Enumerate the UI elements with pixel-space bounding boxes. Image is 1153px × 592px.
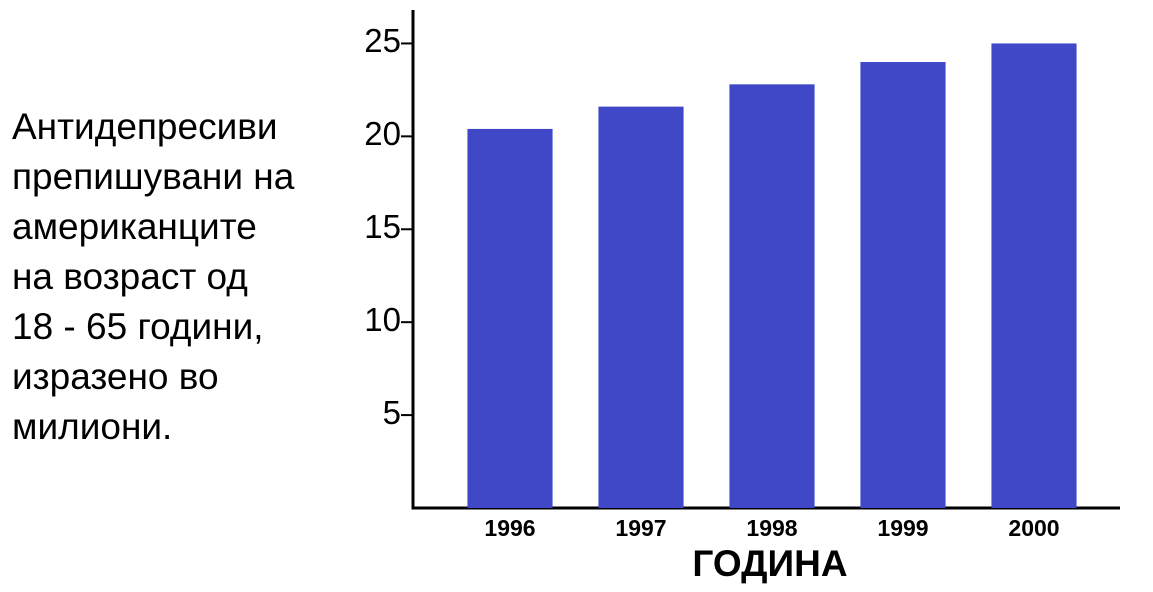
bar <box>860 62 946 509</box>
x-axis-label: ГОДИНА <box>692 543 847 584</box>
bar <box>991 43 1077 509</box>
x-tick-label: 1999 <box>877 515 928 541</box>
y-tick-label: 25 <box>364 22 401 59</box>
x-tick-label: 1998 <box>746 515 797 541</box>
x-tick-label: 1996 <box>484 515 535 541</box>
bar <box>598 106 684 509</box>
y-tick-label: 5 <box>383 394 401 431</box>
chart-title: Антидепресиви препишувани на американцит… <box>12 106 295 447</box>
bar <box>467 128 553 509</box>
bar <box>729 84 815 508</box>
y-tick-label: 15 <box>364 208 401 245</box>
y-tick-label: 10 <box>364 301 401 338</box>
x-tick-label: 1997 <box>615 515 666 541</box>
x-tick-label: 2000 <box>1008 515 1059 541</box>
y-tick-label: 20 <box>364 115 401 152</box>
